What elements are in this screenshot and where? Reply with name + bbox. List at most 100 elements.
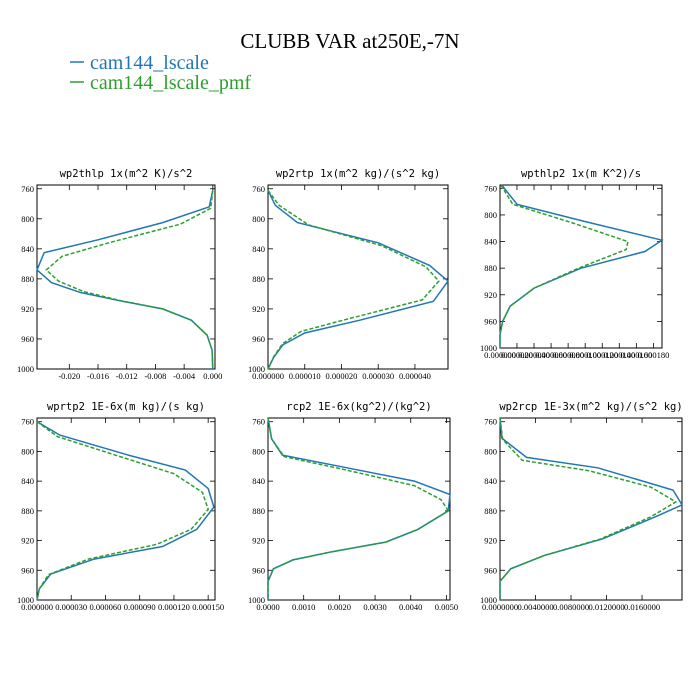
y-tick-label: 880: [21, 274, 34, 284]
x-tick-label: -0.004: [173, 371, 196, 381]
plot-frame: [499, 184, 663, 349]
series-line-lscale: [36, 190, 214, 370]
y-tick-label: 960: [21, 334, 34, 344]
panel-title: rcp2 1E-6x(kg^2)/(kg^2): [286, 401, 431, 413]
x-tick-label: 0.000100: [569, 350, 601, 360]
x-tick-label: 0.0000: [256, 602, 279, 612]
x-tick-label: 0.000120: [586, 350, 618, 360]
plot-frame: [267, 417, 451, 601]
y-tick-label: 800: [21, 214, 34, 224]
panel-5: wp2rcp 1E-3x(m^2 kg)/(s^2 kg)760 800 840 88…: [480, 401, 684, 612]
series-line-lscale-pmf: [499, 184, 629, 348]
y-tick-label: 1000: [248, 595, 265, 605]
panel-title: wp2thlp 1x(m^2 K)/s^2: [60, 168, 193, 180]
y-tick-label: 920: [21, 536, 34, 546]
y-tick-label: 840: [252, 476, 265, 486]
y-tick-label: 840: [21, 476, 34, 486]
x-tick-label: 0.000000: [21, 602, 53, 612]
x-tick-label: 0.000140: [603, 350, 635, 360]
panel-4: rcp2 1E-6x(kg^2)/(kg^2) 760 800 840 880 920 96…: [248, 401, 458, 612]
x-tick-label: 0.0020: [328, 602, 351, 612]
y-tick-label: 960: [252, 565, 265, 575]
y-tick-label: 760: [21, 417, 34, 427]
y-tick-label: 1000: [480, 595, 497, 605]
y-tick-label: 1000: [480, 343, 497, 353]
y-tick-label: 760: [252, 184, 265, 194]
x-tick-label: 0.000060: [535, 350, 567, 360]
x-tick-label: 0.0010: [292, 602, 315, 612]
y-tick-label: 880: [252, 274, 265, 284]
y-tick-label: 840: [21, 244, 34, 254]
y-tick-label: 920: [484, 536, 497, 546]
plot-frame: [267, 184, 449, 370]
x-tick-label: 0.000150: [192, 602, 224, 612]
series-line-lscale-pmf: [36, 421, 210, 601]
x-tick-label: 0.000020: [501, 350, 533, 360]
x-tick-label: 0.0050: [435, 602, 458, 612]
plot-frame: [36, 184, 216, 370]
x-tick-label: 0.000180: [637, 350, 669, 360]
x-tick-label: 0.000080: [552, 350, 584, 360]
y-tick-label: 760: [252, 417, 265, 427]
x-tick-label: 0.000160: [620, 350, 652, 360]
x-tick-label: 0.000010: [289, 371, 321, 381]
y-tick-label: 800: [484, 210, 497, 220]
y-tick-label: 880: [21, 506, 34, 516]
x-tick-label: -0.020: [58, 371, 80, 381]
x-tick-label: 0.0160000: [624, 602, 660, 612]
x-tick-label: -0.016: [87, 371, 109, 381]
series-line-lscale: [499, 417, 684, 600]
legend-label-lscale: cam144_lscale: [90, 52, 209, 74]
panel-title: wpthlp2 1x(m K^2)/s: [521, 168, 641, 180]
y-tick-label: 840: [484, 237, 497, 247]
panels: wp2thlp 1x(m^2 K)/s^2 760 800 840 880 920 960 1…: [17, 168, 684, 612]
x-tick-label: 0.000030: [55, 602, 87, 612]
x-tick-label: 0.0000000: [482, 602, 518, 612]
legend: cam144_lscale cam144_lscale_pmf: [70, 52, 251, 94]
y-tick-label: 960: [21, 565, 34, 575]
y-tick-label: 800: [252, 214, 265, 224]
y-tick-label: 920: [21, 304, 34, 314]
x-tick-label: 0.0040000: [517, 602, 553, 612]
x-tick-label: 0.000040: [399, 371, 431, 381]
x-tick-label: 0.000120: [158, 602, 190, 612]
y-tick-label: 920: [252, 304, 265, 314]
y-tick-label: 960: [252, 334, 265, 344]
y-tick-label: 840: [252, 244, 265, 254]
series-line-lscale-pmf: [267, 189, 440, 370]
panel-2: wpthlp2 1x(m K^2)/s 760 800 840 880 920 960 100…: [480, 168, 669, 360]
x-tick-label: -0.008: [144, 371, 166, 381]
panel-title: wprtp2 1E-6x(m kg)/(s kg): [47, 401, 205, 413]
panel-1: wp2rtp 1x(m^2 kg)/(s^2 kg) 760 800 840 880 92…: [248, 168, 450, 381]
panel-0: wp2thlp 1x(m^2 K)/s^2 760 800 840 880 920 960 1…: [17, 168, 222, 381]
x-tick-label: 0.000060: [90, 602, 122, 612]
x-tick-label: 0.0030: [363, 602, 386, 612]
y-tick-label: 960: [484, 316, 497, 326]
y-tick-label: 1000: [248, 364, 265, 374]
x-tick-label: 0.000000: [484, 350, 516, 360]
y-tick-label: 1000: [17, 595, 34, 605]
x-tick-label: 0.0080000: [553, 602, 589, 612]
y-tick-label: 800: [21, 446, 34, 456]
x-tick-label: 0.000000: [252, 371, 284, 381]
series-line-lscale-pmf: [267, 417, 450, 600]
x-tick-label: 0.0040: [399, 602, 422, 612]
panel-3: wprtp2 1E-6x(m kg)/(s kg) 760 800 840 880 920…: [17, 401, 224, 612]
y-tick-label: 800: [252, 446, 265, 456]
y-tick-label: 760: [484, 183, 497, 193]
x-tick-label: 0.0120000: [588, 602, 624, 612]
panel-title: wp2rtp 1x(m^2 kg)/(s^2 kg): [276, 168, 440, 180]
x-tick-label: 0.000030: [362, 371, 394, 381]
series-line-lscale: [267, 189, 450, 370]
x-tick-label: 0.000040: [518, 350, 550, 360]
x-tick-label: 0.000: [203, 371, 222, 381]
y-tick-label: 800: [484, 446, 497, 456]
y-tick-label: 880: [484, 506, 497, 516]
series-line-lscale-pmf: [45, 190, 214, 370]
panel-title: wp2rcp 1E-3x(m^2 kg)/(s^2 kg): [499, 401, 682, 413]
y-tick-label: 760: [484, 417, 497, 427]
series-line-lscale: [267, 417, 451, 600]
y-tick-label: 920: [484, 290, 497, 300]
y-tick-label: 920: [252, 536, 265, 546]
